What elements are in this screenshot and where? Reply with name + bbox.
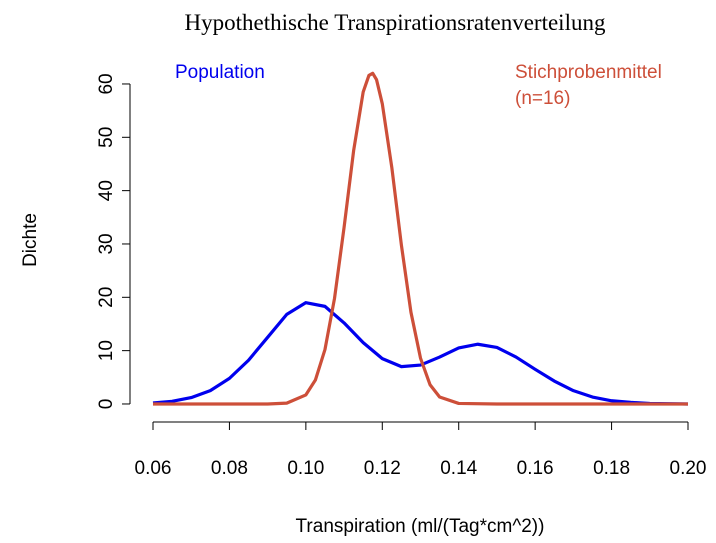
x-tick-label: 0.20	[670, 458, 707, 479]
x-tick-label: 0.18	[593, 458, 630, 479]
legend-label: Stichprobenmittel	[515, 62, 662, 83]
y-axis-label: Dichte	[20, 213, 41, 267]
x-tick-label: 0.08	[211, 458, 248, 479]
x-tick-label: 0.14	[440, 458, 477, 479]
line-series	[153, 71, 688, 406]
y-tick-label: 20	[96, 287, 117, 308]
x-tick-label: 0.12	[364, 458, 401, 479]
x-tick-label: 0.06	[135, 458, 172, 479]
y-tick-label: 10	[96, 340, 117, 361]
y-tick-label: 60	[96, 73, 117, 94]
line-series	[152, 301, 689, 406]
x-axis-label: Transpiration (ml/(Tag*cm^2))	[296, 516, 545, 537]
legend-label: Population	[175, 62, 265, 83]
x-tick-label: 0.16	[517, 458, 554, 479]
y-tick-label: 40	[96, 180, 117, 201]
legend-label: (n=16)	[515, 88, 570, 109]
y-tick-label: 0	[96, 399, 117, 410]
y-tick-label: 30	[96, 233, 117, 254]
y-tick-label: 50	[96, 127, 117, 148]
chart-title: Hypothethische Transpirationsratenvertei…	[185, 10, 606, 35]
x-tick-label: 0.10	[287, 458, 324, 479]
